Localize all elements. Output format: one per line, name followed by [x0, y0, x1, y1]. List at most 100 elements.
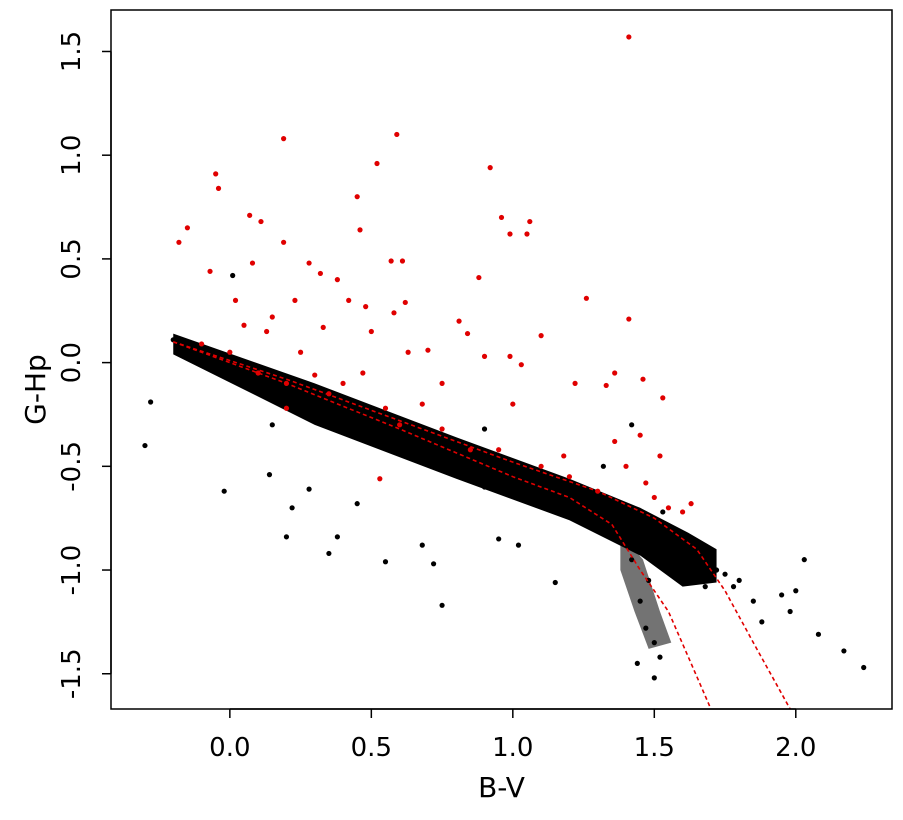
black-point	[580, 509, 587, 515]
black-point	[841, 648, 847, 654]
red-point	[637, 432, 643, 438]
black-point	[685, 567, 691, 573]
plot-frame	[110, 9, 893, 710]
axes: 0.0 0.5 1.0 1.5 2.0 1.5 1.0 0.5 0.0 -0.5 -1.0 -1.5	[57, 31, 816, 763]
red-point	[346, 297, 352, 303]
data-points	[142, 34, 867, 681]
dashed-curve-1	[172, 341, 712, 710]
red-point	[402, 299, 408, 306]
red-point	[198, 341, 205, 347]
black-point	[793, 588, 799, 594]
black-point	[634, 660, 640, 666]
red-point	[507, 353, 513, 359]
black-point	[481, 426, 488, 432]
red-point	[612, 438, 618, 445]
black-point	[326, 550, 332, 557]
black-point	[646, 577, 652, 584]
black-point	[524, 488, 530, 494]
black-point	[750, 598, 756, 604]
red-point	[467, 447, 473, 453]
red-point	[283, 405, 290, 411]
red-point	[399, 258, 406, 264]
red-point	[249, 260, 256, 266]
red-point	[306, 260, 312, 266]
black-point	[702, 584, 708, 590]
red-point	[397, 422, 403, 428]
y-tick-label: 1.5	[57, 31, 87, 72]
black-point	[801, 557, 807, 563]
red-point	[394, 131, 400, 138]
black-point	[312, 401, 318, 407]
red-point	[510, 401, 516, 407]
red-point	[247, 212, 253, 218]
black-point	[736, 577, 742, 584]
red-point	[419, 401, 425, 407]
y-tick-label: 1.0	[57, 135, 87, 176]
black-point	[148, 399, 154, 405]
black-point	[204, 347, 210, 353]
x-tick-label: 1.5	[634, 733, 675, 763]
black-point	[694, 577, 700, 584]
red-point	[538, 463, 544, 469]
black-point	[815, 631, 822, 637]
x-tick-label: 2.0	[775, 733, 816, 763]
black-point	[241, 370, 247, 376]
red-point	[688, 501, 694, 507]
red-point	[258, 218, 264, 225]
red-point	[626, 34, 632, 40]
black-point	[651, 640, 657, 646]
y-axis-title: G-Hp	[19, 354, 52, 425]
red-point	[498, 214, 505, 221]
red-point	[320, 324, 326, 330]
black-point	[283, 534, 290, 540]
black-point	[297, 411, 304, 418]
black-point	[354, 501, 360, 507]
black-point	[674, 546, 680, 552]
black-point	[730, 584, 737, 590]
red-point	[382, 405, 389, 411]
black-point	[496, 536, 502, 542]
black-point	[552, 579, 558, 586]
red-point	[176, 239, 182, 245]
black-point	[481, 484, 488, 490]
red-point	[391, 310, 397, 316]
black-point	[566, 505, 573, 511]
black-point	[382, 442, 389, 449]
black-point	[787, 608, 793, 615]
red-point	[264, 328, 270, 335]
red-point	[241, 322, 247, 328]
red-point	[232, 297, 239, 303]
red-point	[680, 509, 686, 515]
black-point	[665, 536, 672, 542]
black-point	[708, 552, 714, 559]
black-point	[368, 432, 374, 438]
red-point	[665, 505, 672, 511]
black-point	[722, 571, 728, 577]
black-point	[538, 494, 544, 501]
black-point	[680, 557, 686, 563]
red-point	[456, 318, 462, 324]
black-point	[629, 557, 635, 563]
model-curves	[172, 341, 791, 710]
black-point	[269, 422, 275, 428]
black-point	[779, 592, 785, 598]
red-point	[572, 380, 578, 386]
black-point	[510, 463, 516, 469]
red-point	[281, 239, 287, 245]
red-point	[297, 349, 304, 355]
black-point	[600, 463, 606, 469]
x-tick-label: 1.0	[492, 733, 533, 763]
black-point	[623, 536, 629, 542]
black-point	[430, 561, 437, 567]
black-point	[660, 509, 666, 515]
black-point	[221, 488, 227, 494]
y-tick-label: 0.5	[57, 238, 87, 279]
black-point	[181, 339, 188, 345]
y-tick-label: -1.5	[57, 648, 87, 699]
red-point	[657, 453, 663, 459]
red-point	[481, 353, 488, 359]
red-point	[603, 382, 609, 389]
red-point	[354, 194, 360, 200]
black-point	[637, 598, 643, 604]
